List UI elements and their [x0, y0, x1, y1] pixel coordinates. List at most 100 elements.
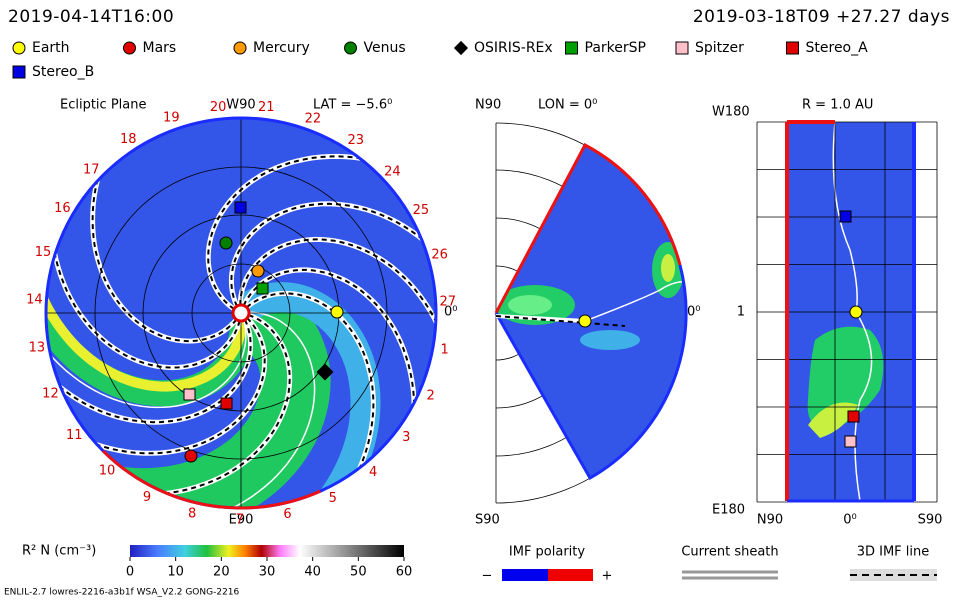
- sphere-blob-core: [808, 402, 858, 438]
- legend-symbol: [233, 41, 247, 55]
- rim-label: 20: [210, 100, 227, 115]
- rim-label: 27: [439, 295, 456, 310]
- spitzer-marker: [183, 388, 196, 401]
- colorbar-tick-label: 40: [304, 565, 321, 580]
- imf-spiral: [46, 242, 252, 424]
- imf-minus: −: [482, 569, 493, 584]
- dense-arm-edge: [211, 282, 381, 508]
- colorbar-title: R² N (cm⁻³): [22, 544, 96, 559]
- lon-label: LON = 0⁰: [538, 98, 597, 113]
- sheath-title: Current sheath: [681, 545, 778, 560]
- mercury-marker: [251, 264, 265, 278]
- e180-label: E180: [712, 503, 745, 518]
- earth-marker: [330, 305, 344, 319]
- legend-label: Earth: [32, 40, 70, 56]
- imf-line: [495, 315, 626, 327]
- wedge-red: [494, 142, 682, 314]
- imf-negative: [502, 569, 548, 581]
- colorbar: [130, 545, 404, 557]
- imf-line-key-bg: [850, 569, 937, 581]
- rim-label: 2: [426, 389, 434, 404]
- colorbar-tick-label: 10: [167, 565, 184, 580]
- rim-label: 19: [163, 111, 180, 126]
- rim-label: 11: [66, 428, 83, 443]
- colorbar-tick-label: 30: [259, 565, 276, 580]
- run-time: 2019-03-18T09 +27.27 days: [693, 7, 950, 27]
- legend-label: Spitzer: [695, 40, 744, 56]
- legend-label: Venus: [364, 40, 406, 56]
- legend: Earth Mars Mercury Venus OSIRIS-REx ParkerSP S…: [12, 40, 869, 80]
- sheath-line: [46, 198, 247, 409]
- sun: [231, 303, 251, 323]
- zero-label-2: 0⁰: [687, 305, 700, 320]
- rim-label: 14: [26, 292, 43, 307]
- spitzer-marker-3: [844, 435, 857, 448]
- legend-label: Stereo_B: [32, 64, 94, 80]
- sphere-blob: [807, 326, 884, 430]
- legend-label: Stereo_A: [806, 40, 869, 56]
- colorbar-tick-label: 50: [350, 565, 367, 580]
- colorbar-tick-label: 0: [126, 565, 134, 580]
- n90-label-3: N90: [757, 513, 783, 528]
- stereo-b-marker: [234, 201, 247, 214]
- legend-symbol: [675, 41, 689, 55]
- legend-symbol: [123, 41, 136, 55]
- zero-label: 0⁰: [444, 305, 457, 320]
- legend-symbol: [12, 65, 26, 79]
- legend-label: Mars: [143, 40, 177, 56]
- rim-label: 10: [99, 463, 116, 478]
- legend-label: OSIRIS-REx: [474, 40, 553, 56]
- radius-label: R = 1.0 AU: [802, 98, 873, 113]
- rim-label: 6: [283, 507, 291, 522]
- rim-label: 16: [54, 201, 71, 216]
- rim-label: 3: [402, 430, 410, 445]
- imf-positive: [548, 569, 593, 581]
- rim-label: 4: [369, 465, 377, 480]
- model-time: 2019-04-14T16:00: [8, 7, 174, 27]
- w90-label: W90: [226, 98, 255, 113]
- one-label: 1: [737, 305, 745, 320]
- lat-label: LAT = −5.6⁰: [313, 98, 392, 113]
- earth-marker-2: [578, 314, 592, 328]
- rim-label: 9: [143, 490, 151, 505]
- osiris-rex-marker: [316, 363, 334, 381]
- rim-label: 23: [347, 133, 364, 148]
- sphere-panel: W180 R = 1.0 AU 1 E180 N90 0⁰ S90: [712, 98, 942, 528]
- legend-symbol: [453, 40, 469, 56]
- legend-label: Mercury: [253, 40, 310, 56]
- imf-line-title: 3D IMF line: [857, 545, 930, 560]
- rim-red: [102, 449, 321, 510]
- colorbar-tick-label: 20: [213, 565, 230, 580]
- imf-spiral: [46, 317, 266, 455]
- mars-marker: [184, 449, 198, 463]
- imf-plus: +: [602, 569, 613, 584]
- rim-label: 18: [120, 132, 137, 147]
- legend-symbol: [786, 41, 799, 55]
- rim-label: 1: [441, 343, 449, 358]
- ecliptic-title: Ecliptic Plane: [60, 98, 146, 113]
- sheath-line: [67, 311, 316, 508]
- e90-label: E90: [229, 513, 254, 528]
- legend-label: ParkerSP: [585, 40, 646, 56]
- s90-label-3: S90: [918, 513, 943, 528]
- s90-label: S90: [475, 513, 500, 528]
- n90-label: N90: [475, 98, 501, 113]
- rim-label: 12: [42, 386, 59, 401]
- legend-symbol: [12, 41, 26, 55]
- dense-arm-core: [46, 138, 247, 392]
- rim-label: 5: [329, 491, 337, 506]
- stereo-a-marker: [220, 397, 233, 410]
- rim-label: 22: [305, 111, 322, 126]
- imf-title: IMF polarity: [509, 545, 585, 560]
- colorbar-ticks: 0 10 20 30 40 50 60: [126, 557, 412, 580]
- rim-label: 8: [188, 507, 196, 522]
- earth-marker-3: [849, 305, 863, 319]
- rim-label: 7: [236, 512, 244, 527]
- footer: ENLIL-2.7 lowres-2216-a3b1f WSA_V2.2 GON…: [4, 588, 240, 598]
- zero-label-3: 0⁰: [843, 513, 856, 528]
- imf-spiral: [230, 202, 436, 384]
- imf-spiral: [239, 238, 436, 487]
- w180-label: W180: [712, 105, 750, 120]
